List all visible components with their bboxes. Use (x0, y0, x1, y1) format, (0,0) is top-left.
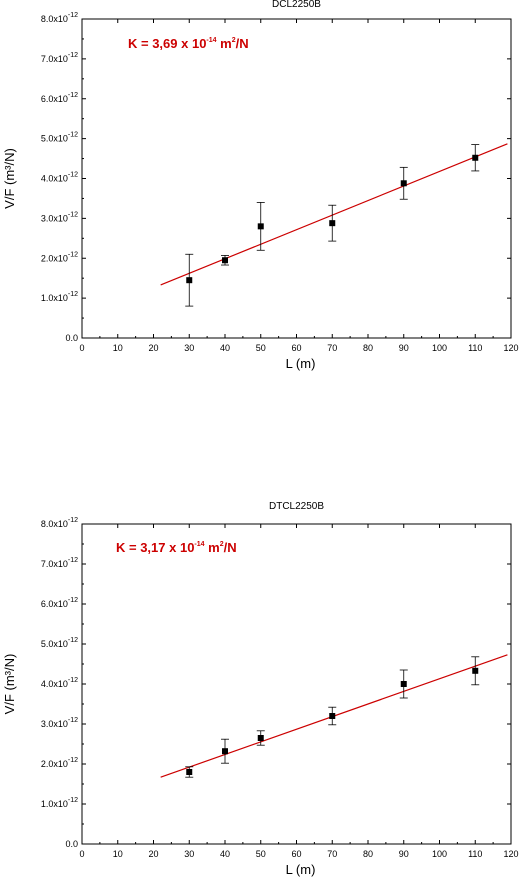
y-tick-exponent: -12 (68, 557, 78, 564)
x-tick-label: 30 (184, 343, 194, 353)
x-tick-label: 70 (327, 849, 337, 859)
y-tick-exponent: -12 (68, 597, 78, 604)
x-tick-label: 30 (184, 849, 194, 859)
x-tick-label: 100 (432, 849, 447, 859)
y-tick-exponent: -12 (68, 677, 78, 684)
y-tick-label: 2.0x10-12 (41, 757, 78, 769)
x-tick-label: 50 (256, 849, 266, 859)
data-point (222, 257, 228, 264)
data-point (329, 220, 336, 227)
y-tick-label: 4.0x10-12 (41, 172, 78, 184)
chart-panel-2: DTCL2250B 0 10 20 30 40 50 60 70 80 90 100 110 120 0.0… (2, 501, 519, 877)
y-tick-label: 4.0x10-12 (41, 677, 78, 689)
y-tick-label: 3.0x10-12 (41, 211, 78, 223)
chart-title: DCL2250B (272, 0, 321, 10)
data-point (186, 769, 193, 775)
y-tick-label: 8.0x10-12 (41, 517, 78, 529)
plot-frame (81, 523, 512, 845)
x-tick-label: 120 (503, 343, 518, 353)
y-tick-exponent: -12 (68, 172, 78, 179)
y-tick-exponent: -12 (68, 52, 78, 59)
y-axis-label: V/F (m³/N) (2, 148, 17, 209)
y-tick-exponent: -12 (68, 757, 78, 764)
x-tick-label: 10 (113, 343, 123, 353)
y-tick-label: 7.0x10-12 (41, 52, 78, 64)
data-point (257, 735, 264, 741)
data-point (257, 223, 264, 230)
x-tick-label: 120 (503, 849, 518, 859)
y-tick-exponent: -12 (68, 637, 78, 644)
data-point (222, 748, 228, 755)
y-tick-label: 0.0 (65, 333, 78, 343)
fit-annotation: K = 3,17 x 10-14 m2/N (116, 540, 237, 555)
x-tick-label: 110 (468, 343, 482, 353)
x-axis-label: L (m) (286, 862, 316, 877)
y-tick-exponent: -12 (68, 12, 78, 19)
x-tick-label: 10 (113, 849, 123, 859)
x-tick-label: 60 (291, 343, 301, 353)
x-tick-label: 80 (363, 849, 373, 859)
y-tick-exponent: -12 (68, 797, 78, 804)
data-point (400, 180, 407, 187)
y-axis-label: V/F (m³/N) (2, 654, 17, 715)
chart-title: DTCL2250B (269, 501, 324, 512)
data-point (472, 667, 479, 674)
y-tick-label: 2.0x10-12 (41, 251, 78, 263)
y-tick-label: 7.0x10-12 (41, 557, 78, 569)
y-tick-label: 6.0x10-12 (41, 597, 78, 609)
y-tick-label: 8.0x10-12 (41, 12, 78, 24)
fit-annotation: K = 3,69 x 10-14 m2/N (128, 36, 249, 51)
y-tick-exponent: -12 (68, 132, 78, 139)
y-tick-label: 1.0x10-12 (41, 797, 78, 809)
x-tick-label: 60 (291, 849, 301, 859)
x-tick-label: 0 (79, 849, 84, 859)
y-tick-label: 3.0x10-12 (41, 717, 78, 729)
y-tick-exponent: -12 (68, 717, 78, 724)
x-axis-label: L (m) (286, 356, 316, 371)
x-tick-label: 70 (327, 343, 337, 353)
data-point (472, 154, 479, 161)
x-tick-label: 100 (432, 343, 447, 353)
data-point (329, 713, 336, 719)
x-tick-label: 80 (363, 343, 373, 353)
chart-panel-1: DCL2250B 0 10 20 30 40 50 60 70 80 90 100 110 120 0.0 1… (2, 0, 519, 371)
x-tick-label: 90 (399, 343, 409, 353)
x-tick-label: 90 (399, 849, 409, 859)
y-tick-label: 1.0x10-12 (41, 291, 78, 303)
x-tick-label: 20 (148, 343, 158, 353)
x-tick-label: 40 (220, 343, 230, 353)
x-tick-label: 40 (220, 849, 230, 859)
x-tick-label: 20 (148, 849, 158, 859)
x-tick-label: 0 (79, 343, 84, 353)
y-tick-label: 6.0x10-12 (41, 92, 78, 104)
y-tick-label: 0.0 (65, 839, 78, 849)
x-tick-label: 110 (468, 849, 482, 859)
y-tick-label: 5.0x10-12 (41, 132, 78, 144)
y-tick-exponent: -12 (68, 291, 78, 298)
data-point (186, 277, 193, 284)
plot-frame (81, 18, 512, 339)
y-tick-exponent: -12 (68, 251, 78, 258)
y-tick-label: 5.0x10-12 (41, 637, 78, 649)
y-tick-exponent: -12 (68, 92, 78, 99)
y-tick-exponent: -12 (68, 211, 78, 218)
data-point (400, 681, 407, 687)
fit-line (160, 143, 508, 286)
y-tick-exponent: -12 (68, 517, 78, 524)
x-tick-label: 50 (256, 343, 266, 353)
